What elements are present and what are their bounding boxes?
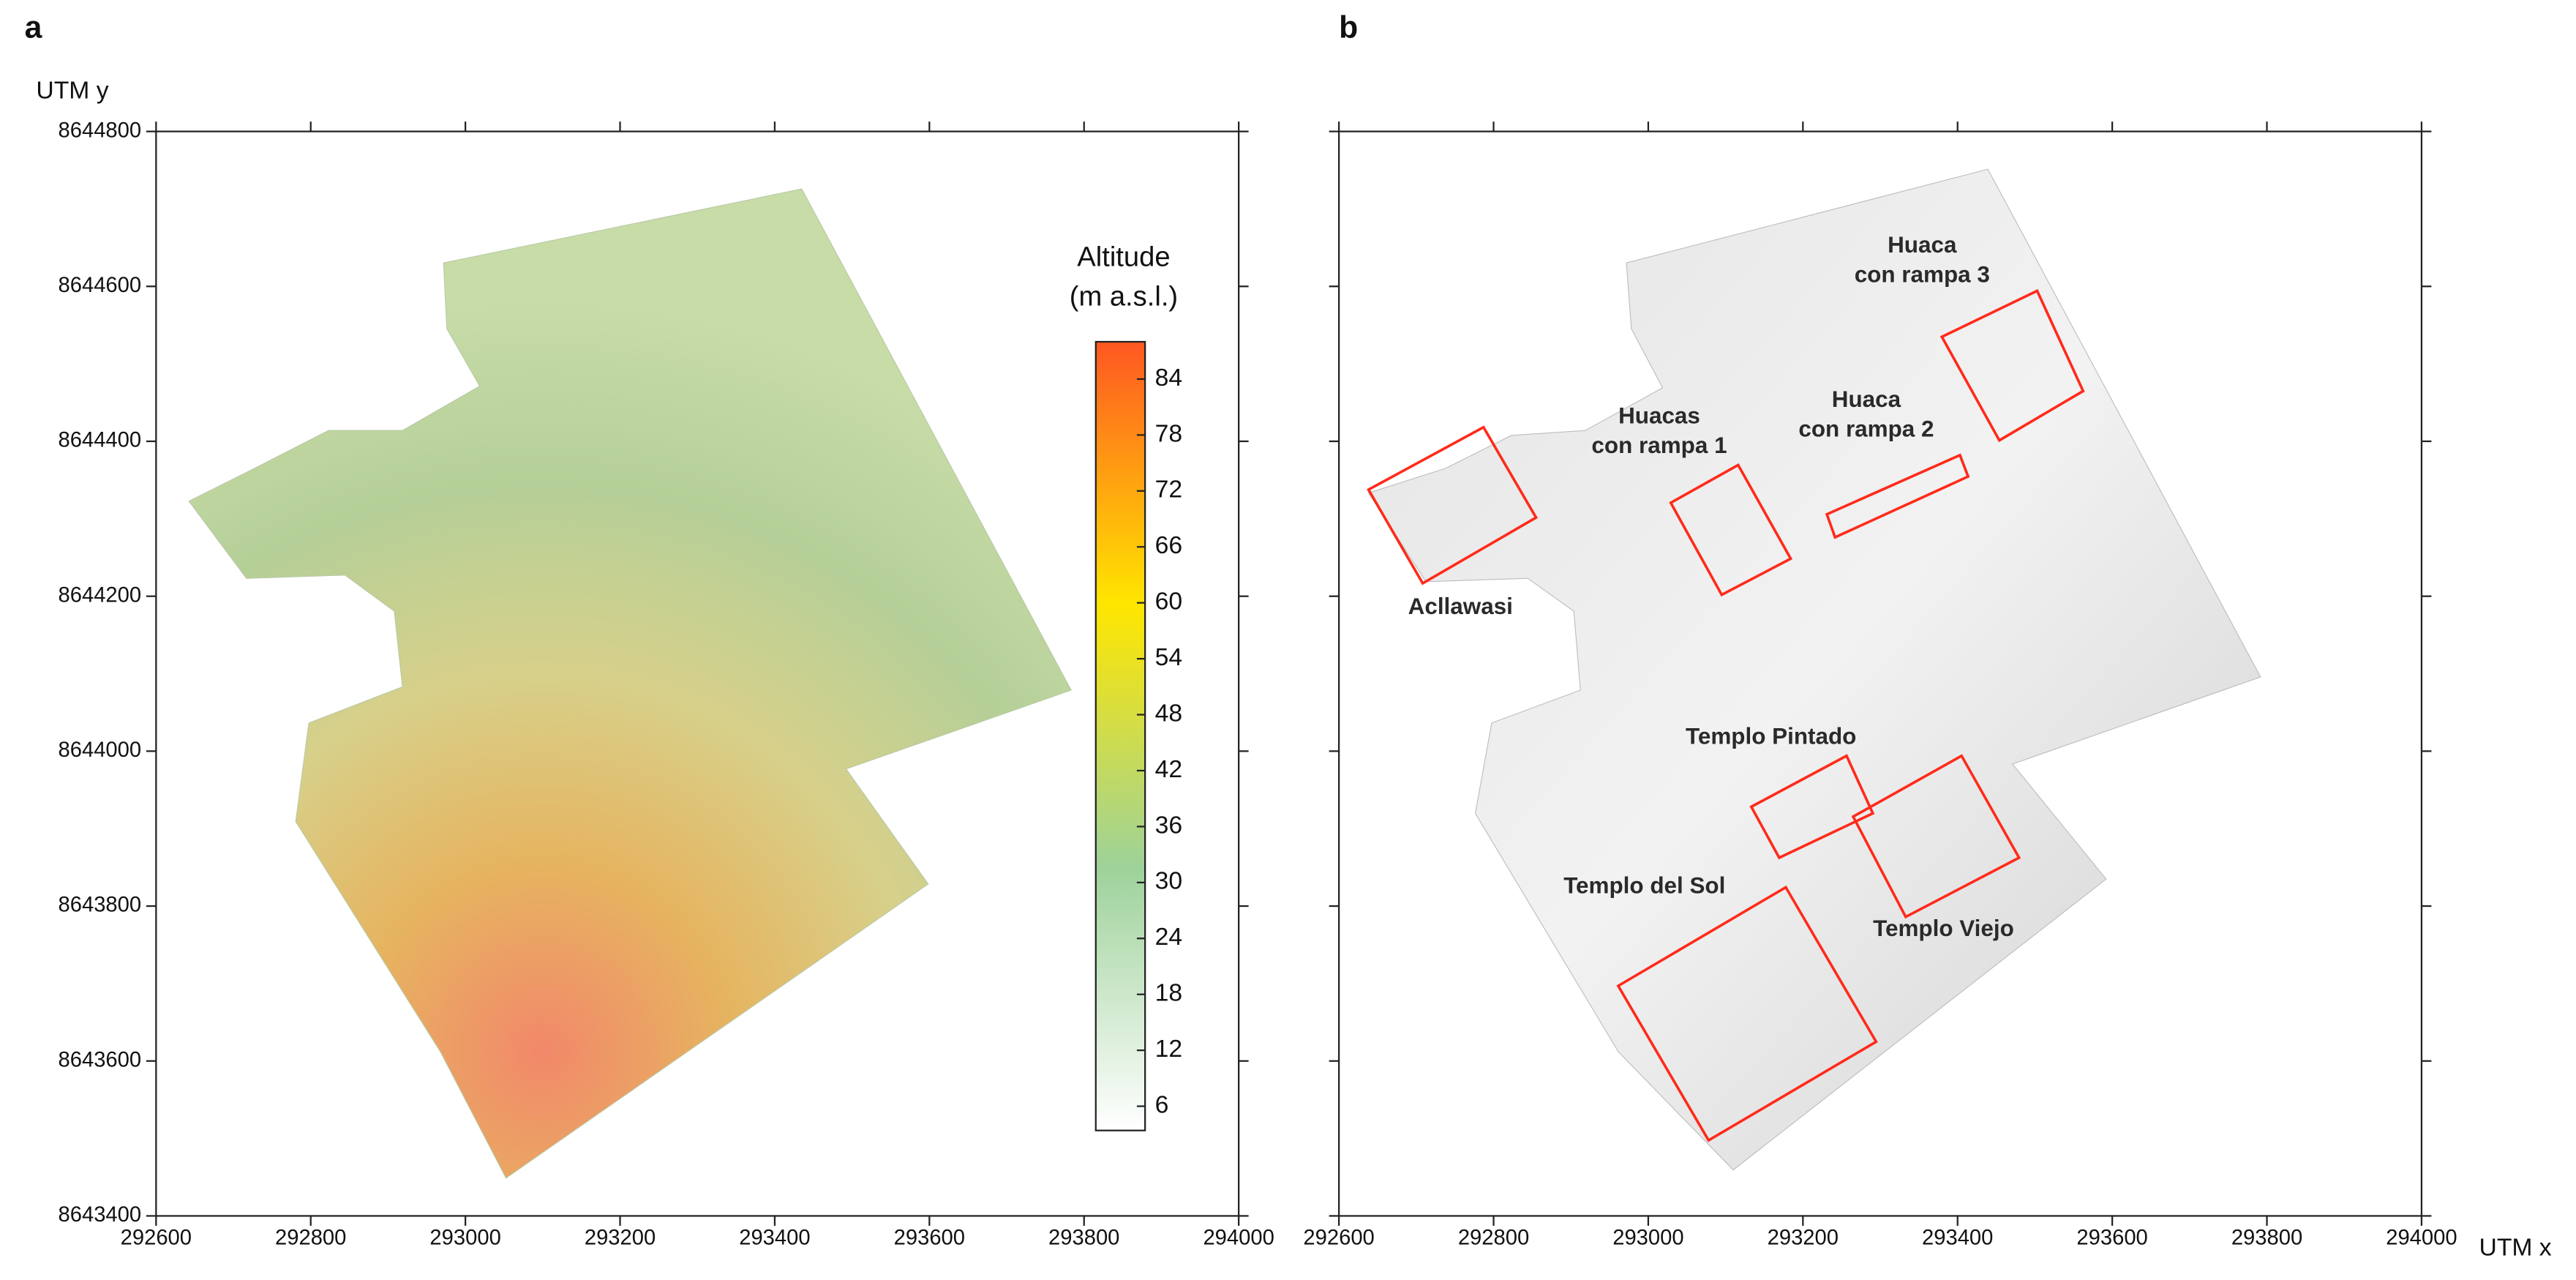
annotation-box [1825,453,1970,539]
y-tick-label: 8643400 [59,1203,142,1227]
annotation-box [1851,754,2021,919]
x-tick-label: 294000 [2386,1227,2457,1250]
x-tick-label: 293200 [1768,1227,1839,1250]
colorbar-tick-label: 30 [1155,868,1182,895]
x-tick-label: 293600 [894,1227,965,1250]
panel-letter: a [25,10,42,45]
annotation-label: Huaca [1832,386,1901,412]
colorbar-tick-label: 66 [1155,532,1182,559]
colorbar-tick-label: 6 [1155,1091,1169,1118]
y-axis-label: UTM y [36,78,108,105]
y-tick-label: 8644600 [59,274,142,297]
y-tick-label: 8643600 [59,1048,142,1071]
y-tick-label: 8644000 [59,738,142,762]
colorbar-tick-label: 12 [1155,1036,1182,1063]
x-tick-label: 292600 [1303,1227,1374,1250]
annotation-label: con rampa 1 [1591,433,1727,458]
x-tick-label: 293800 [1048,1227,1119,1250]
colorbar-tick-label: 60 [1155,588,1182,615]
annotation-box [1669,463,1793,597]
y-tick-label: 8644400 [59,429,142,452]
annotation-box [1616,885,1878,1142]
y-tick-label: 8644800 [59,119,142,142]
y-tick-label: 8644200 [59,583,142,607]
annotation-label: Huaca [1888,232,1957,258]
colorbar-tick-label: 18 [1155,980,1182,1007]
annotation-box [1749,754,1875,860]
colorbar-tick-label: 72 [1155,476,1182,504]
colorbar-tick-label: 42 [1155,756,1182,783]
colorbar [1094,340,1146,1131]
x-tick-label: 292600 [121,1227,192,1250]
colorbar-tick-label: 54 [1155,644,1182,671]
x-tick-label: 293000 [429,1227,500,1250]
annotation-label: con rampa 2 [1798,416,1934,442]
x-tick-label: 293800 [2231,1227,2302,1250]
annotation-box [1367,425,1539,585]
annotation-box [1939,288,2085,443]
plot-frame [155,130,1240,1217]
panel-letter: b [1339,10,1358,45]
colorbar-tick-label: 24 [1155,924,1182,951]
dem-hillshade-a [188,188,1072,1179]
colorbar-tick-label: 48 [1155,700,1182,727]
plot-frame [1337,130,2423,1217]
x-tick-label: 293600 [2076,1227,2147,1250]
colorbar-title: Altitude [1077,242,1170,273]
annotation-label: Huacas [1618,403,1700,429]
annotation-label: con rampa 3 [1855,261,1990,287]
colorbar-title: (m a.s.l.) [1070,281,1178,312]
colorbar-tick-label: 36 [1155,812,1182,839]
x-tick-label: 293400 [1922,1227,1993,1250]
x-tick-label: 292800 [275,1227,346,1250]
annotation-label: Templo del Sol [1563,873,1725,899]
colorbar-tick-label: 84 [1155,364,1182,392]
dem-hillshade-b [1367,168,2261,1171]
x-tick-label: 292800 [1458,1227,1529,1250]
x-tick-label: 293400 [739,1227,810,1250]
annotation-label: Templo Pintado [1686,723,1856,749]
x-axis-label: UTM x [2479,1234,2552,1261]
annotation-label: Acllawasi [1408,594,1513,619]
colorbar-tick-label: 78 [1155,420,1182,447]
x-tick-label: 293200 [585,1227,656,1250]
x-tick-label: 294000 [1203,1227,1274,1250]
x-tick-label: 293000 [1612,1227,1683,1250]
y-tick-label: 8643800 [59,894,142,917]
annotation-label: Templo Viejo [1873,916,2014,941]
